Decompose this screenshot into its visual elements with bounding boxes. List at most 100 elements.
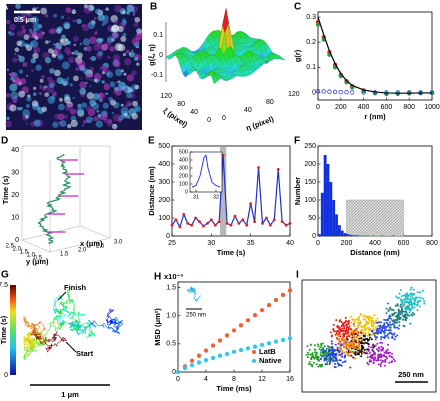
localization [407, 294, 410, 297]
scale-bar-label: 250 nm [398, 370, 424, 379]
fluorescence-spot [10, 91, 19, 100]
localization [318, 364, 321, 367]
localization [370, 320, 373, 323]
series-marker [237, 222, 241, 225]
histogram-bar [355, 235, 358, 236]
fluorescence-spot [71, 51, 75, 55]
localization [368, 360, 371, 363]
trajectory-step [52, 337, 56, 341]
localization [346, 323, 349, 326]
trajectory-step [49, 322, 52, 325]
localization [400, 306, 403, 309]
trajectory-step [71, 311, 74, 314]
localization [367, 329, 370, 332]
fluorescence-spot [58, 121, 63, 125]
localization [348, 319, 351, 322]
localization [334, 362, 337, 365]
localization [346, 329, 349, 332]
fluorescence-spot [42, 52, 50, 59]
histogram-bar [329, 182, 333, 236]
fluorescence-spot [121, 20, 127, 26]
fluorescence-spot [8, 31, 13, 36]
trajectory-step [56, 341, 60, 345]
series-marker [265, 216, 268, 220]
localization [366, 352, 369, 355]
fluorescence-spot [134, 84, 140, 90]
series-marker [268, 223, 272, 227]
localization [409, 288, 412, 291]
localization [405, 294, 408, 297]
trajectory-step [29, 351, 32, 355]
trajectory-step [32, 331, 35, 333]
trajectory-step [64, 302, 68, 305]
localization [339, 319, 342, 322]
trajectory-step [58, 339, 62, 343]
localization [352, 340, 355, 343]
trajectory-step [57, 310, 59, 313]
series-marker [182, 213, 186, 216]
fluorescence-spot [72, 19, 75, 22]
y-axis-label: Distance (nm) [147, 166, 156, 216]
fluorescence-spot [59, 38, 64, 43]
trajectory-step [44, 340, 47, 344]
trajectory-step [36, 337, 40, 340]
fluorescence-spot [95, 120, 103, 128]
localization [378, 327, 381, 330]
localization [332, 323, 335, 326]
trajectory-step [30, 327, 34, 330]
fluorescence-spot [19, 78, 27, 85]
localization [403, 298, 406, 301]
fluorescence-spot [116, 81, 119, 84]
trajectory-step [40, 340, 45, 344]
fluorescence-spot [24, 44, 27, 47]
fluorescence-spot [9, 104, 17, 112]
fluorescence-spot [83, 6, 92, 14]
trajectory-step [53, 333, 55, 337]
fluorescence-spot [40, 7, 48, 15]
localization [387, 319, 390, 322]
trajectory-step [55, 306, 58, 310]
trajectory-step [48, 339, 52, 342]
fluorescence-spot [135, 107, 139, 111]
trajectory-step [91, 332, 96, 337]
axis-label: ξ (pixel) [161, 106, 189, 129]
series-line [317, 16, 432, 94]
trajectory-step [37, 336, 41, 338]
localization [351, 318, 354, 321]
trajectory-step [116, 325, 120, 328]
fluorescence-spot [89, 85, 92, 87]
y-tick-label: 500 [179, 149, 188, 155]
localization [325, 347, 328, 350]
fluorescence-spot [94, 8, 102, 15]
y-tick-label: 2.0 [13, 247, 22, 253]
localization [388, 332, 391, 335]
fluorescence-spot [67, 123, 72, 129]
localization [362, 347, 365, 350]
y-axis-label: MSD (μm²) [153, 308, 162, 346]
localization [340, 342, 343, 345]
fluorescence-spot [65, 103, 73, 112]
x-axis-label: Time (s) [217, 248, 246, 257]
trajectory-step [37, 342, 40, 347]
fluorescence-spot [80, 77, 83, 80]
fluorescence-spot [126, 4, 134, 13]
trajectory-step [67, 314, 70, 318]
localization [390, 355, 393, 358]
localization [357, 341, 360, 344]
localization [309, 363, 312, 366]
localization [366, 327, 369, 330]
trajectory-step [55, 333, 59, 336]
trajectory-step [66, 289, 70, 291]
localization [378, 324, 381, 327]
fluorescence-spot [126, 92, 132, 99]
fluorescence-spot [70, 119, 78, 128]
trajectory-step [59, 326, 61, 330]
fluorescence-spot [123, 72, 127, 76]
x-tick-label: 2.5 [96, 244, 105, 250]
series-marker [259, 342, 265, 348]
localization [402, 318, 405, 321]
localization [371, 344, 374, 347]
panel-label: H [154, 272, 161, 283]
fluorescence-spot [112, 32, 118, 38]
localization [386, 334, 389, 337]
